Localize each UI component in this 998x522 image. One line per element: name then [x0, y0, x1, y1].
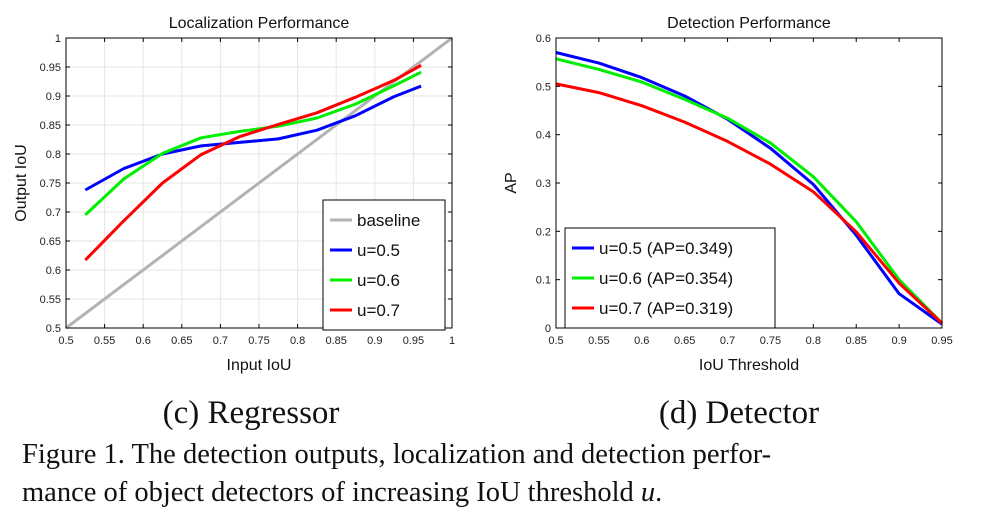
series-line-u-0-5-ap-0-349	[555, 51, 943, 326]
series-line-u-0-6-ap-0-354	[555, 57, 944, 325]
chart1-y-axis-label: Output IoU	[13, 144, 30, 221]
localization-performance-chart: 0.5 0.55 0.6 0.65 0.7 0.75 0.8 0.85 0.9 0.95 1 0.5 0…	[13, 15, 455, 374]
chart1-y-tick-label: 0.85	[40, 120, 61, 132]
chart1-x-tick-label: 0.55	[94, 335, 115, 347]
chart2-title: Detection Performance	[667, 15, 831, 32]
series-line-u-0-6	[84, 70, 422, 216]
chart1-y-tick-label: 0.7	[46, 207, 61, 219]
chart1-x-tick-label: 0.9	[367, 335, 382, 347]
chart2-y-tick-label: 0.6	[536, 33, 551, 45]
series-line-u-0-7	[84, 63, 422, 262]
chart2-y-tick-label: 0.2	[536, 226, 551, 238]
chart1-y-tick-label: 0.95	[40, 62, 61, 74]
chart2-x-tick-label: 0.95	[931, 335, 952, 347]
figure-caption: Figure 1. The detection outputs, localiz…	[22, 436, 982, 512]
series-line-u-0-5	[84, 84, 422, 192]
chart1-y-tick-label: 0.8	[46, 149, 61, 161]
chart2-legend-box	[564, 227, 776, 329]
chart2-x-tick-label: 0.55	[588, 335, 609, 347]
chart1-x-tick-label: 0.95	[403, 335, 424, 347]
chart1-x-tick-label: 0.8	[290, 335, 305, 347]
chart2-y-tick-label: 0	[545, 323, 551, 335]
chart1-title: Localization Performance	[169, 15, 350, 32]
chart1-y-tick-label: 0.55	[40, 294, 61, 306]
chart2-x-tick-label: 0.85	[846, 335, 867, 347]
legend-label-u-0-7-ap-0-319: u=0.7 (AP=0.319)	[599, 299, 733, 318]
chart1-x-tick-label: 1	[449, 335, 455, 347]
legend-label-u-0-6: u=0.6	[357, 271, 400, 290]
chart2-y-tick-label: 0.5	[536, 81, 551, 93]
chart1-x-tick-label: 0.85	[325, 335, 346, 347]
chart1-x-tick-label: 0.6	[136, 335, 151, 347]
chart2-x-tick-label: 0.7	[720, 335, 735, 347]
chart1-y-tick-label: 0.5	[46, 323, 61, 335]
chart2-y-tick-label: 0.4	[536, 130, 551, 142]
chart1-legend-box	[322, 199, 446, 331]
subcaption-regressor: (c) Regressor	[163, 395, 340, 431]
caption-variable-u: u	[640, 477, 656, 508]
chart1-x-axis-label: Input IoU	[227, 357, 292, 374]
chart2-x-tick-label: 0.8	[806, 335, 821, 347]
chart1-x-tick-label: 0.65	[171, 335, 192, 347]
legend-label-u-0-7: u=0.7	[357, 301, 400, 320]
detection-performance-chart: 0.5 0.55 0.6 0.65 0.7 0.75 0.8 0.85 0.9 0.95 0 0.1 0…	[503, 15, 953, 374]
chart1-legend: baseline u=0.5 u=0.6 u=0.7	[322, 199, 446, 331]
chart2-x-tick-label: 0.6	[634, 335, 649, 347]
subcaption-detector: (d) Detector	[659, 395, 819, 431]
chart2-x-axis-label: IoU Threshold	[699, 357, 799, 374]
chart1-y-tick-label: 0.9	[46, 91, 61, 103]
caption-line-2-end: .	[655, 477, 663, 508]
legend-label-u-0-5: u=0.5	[357, 241, 400, 260]
chart2-x-tick-label: 0.5	[548, 335, 563, 347]
caption-line-1: Figure 1. The detection outputs, localiz…	[22, 439, 772, 470]
chart1-x-tick-label: 0.5	[58, 335, 73, 347]
legend-label-baseline: baseline	[357, 211, 420, 230]
legend-label-u-0-5-ap-0-349: u=0.5 (AP=0.349)	[599, 239, 733, 258]
chart1-x-tick-label: 0.7	[213, 335, 228, 347]
legend-label-u-0-6-ap-0-354: u=0.6 (AP=0.354)	[599, 269, 733, 288]
chart2-y-tick-label: 0.1	[536, 275, 551, 287]
chart2-x-tick-label: 0.65	[674, 335, 695, 347]
series-line-u-0-7-ap-0-319	[555, 82, 944, 325]
chart2-y-axis-label: AP	[503, 172, 520, 193]
chart1-y-tick-label: 0.75	[40, 178, 61, 190]
chart2-y-tick-label: 0.3	[536, 178, 551, 190]
caption-line-2-text: mance of object detectors of increasing …	[22, 477, 641, 508]
chart1-x-tick-label: 0.75	[248, 335, 269, 347]
series-line-baseline	[65, 36, 453, 330]
chart2-x-tick-label: 0.9	[891, 335, 906, 347]
chart1-y-tick-label: 0.65	[40, 236, 61, 248]
chart1-y-tick-label: 1	[55, 33, 61, 45]
caption-line-2: mance of object detectors of increasing …	[22, 474, 982, 512]
chart2-legend: u=0.5 (AP=0.349) u=0.6 (AP=0.354) u=0.7 (A…	[564, 227, 776, 329]
chart1-y-tick-label: 0.6	[46, 265, 61, 277]
chart2-x-tick-label: 0.75	[760, 335, 781, 347]
